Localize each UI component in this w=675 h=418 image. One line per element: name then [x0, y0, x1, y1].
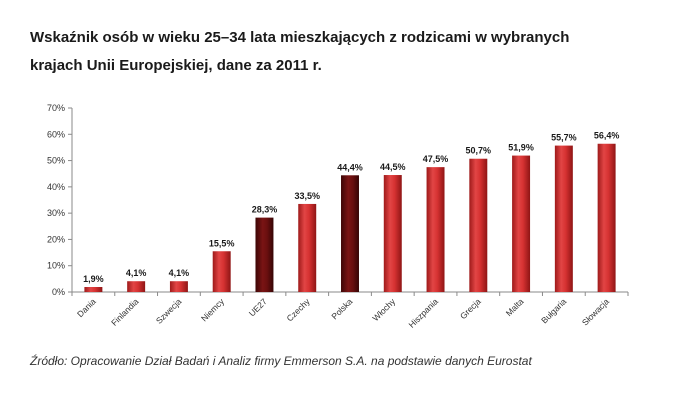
- data-label: 4,1%: [169, 268, 190, 278]
- category-label: Finlandia: [109, 296, 141, 328]
- y-tick-label: 40%: [47, 182, 65, 192]
- bar-malta: [512, 155, 531, 292]
- y-tick-label: 70%: [47, 103, 65, 113]
- bar-dania: [84, 287, 103, 292]
- category-label: Dania: [75, 296, 98, 319]
- y-tick-label: 60%: [47, 129, 65, 139]
- data-label: 44,4%: [337, 162, 363, 172]
- data-label: 51,9%: [508, 143, 534, 153]
- category-label: Szwecja: [154, 296, 184, 326]
- data-label: 33,5%: [294, 191, 320, 201]
- data-label: 56,4%: [594, 131, 620, 141]
- bar-hiszpania: [426, 167, 445, 292]
- category-label: Polska: [329, 296, 354, 321]
- source-note: Źródło: Opracowanie Dział Badań i Analiz…: [30, 354, 532, 368]
- chart-title: Wskaźnik osób w wieku 25–34 lata mieszka…: [30, 24, 635, 80]
- category-label: Malta: [504, 296, 526, 318]
- category-label: Niemcy: [199, 296, 227, 324]
- bar-słowacja: [597, 143, 616, 292]
- category-label: Grecja: [458, 296, 483, 321]
- data-label: 44,5%: [380, 162, 406, 172]
- bar-finlandia: [127, 281, 146, 292]
- y-tick-label: 0%: [52, 287, 65, 297]
- data-label: 1,9%: [83, 274, 104, 284]
- category-label: Hiszpania: [406, 296, 440, 330]
- data-label: 50,7%: [466, 146, 492, 156]
- bar-polska: [341, 175, 359, 292]
- category-label: UE27: [247, 296, 269, 318]
- y-tick-label: 20%: [47, 234, 65, 244]
- y-tick-label: 10%: [47, 261, 65, 271]
- category-label: Włochy: [370, 296, 397, 323]
- y-tick-label: 30%: [47, 208, 65, 218]
- chart-title-line-1: Wskaźnik osób w wieku 25–34 lata mieszka…: [30, 29, 570, 46]
- bar-grecja: [469, 158, 488, 292]
- data-label: 47,5%: [423, 154, 449, 164]
- bar-bułgaria: [554, 145, 573, 292]
- bar-włochy: [383, 175, 402, 292]
- category-label: Bułgaria: [539, 296, 568, 325]
- bar-niemcy: [212, 251, 231, 292]
- data-label: 28,3%: [252, 205, 278, 215]
- bar-chart: 0% 10% 20% 30% 40% 50% 60% 70% 1,9% Dania 4,1% Finl…: [47, 103, 629, 330]
- y-tick-label: 50%: [47, 156, 65, 166]
- category-label: Słowacja: [580, 296, 611, 327]
- bar-szwecja: [169, 281, 188, 292]
- bar-czechy: [298, 203, 317, 292]
- chart-area: 0% 10% 20% 30% 40% 50% 60% 70% 1,9% Dania 4,1% Finl…: [30, 98, 638, 342]
- data-label: 55,7%: [551, 133, 577, 143]
- data-label: 15,5%: [209, 238, 235, 248]
- chart-title-line-2: krajach Unii Europejskiej, dane za 2011 …: [30, 57, 322, 74]
- bar-ue27: [255, 217, 274, 292]
- category-label: Czechy: [285, 296, 313, 324]
- data-label: 4,1%: [126, 268, 147, 278]
